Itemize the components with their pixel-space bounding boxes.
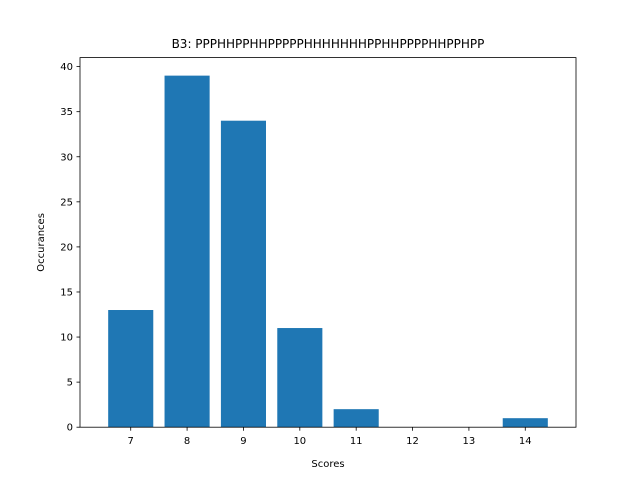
y-tick-label: 25 <box>60 197 73 208</box>
x-tick-label: 13 <box>463 436 476 447</box>
y-axis-ticks: 0 5 10 15 20 25 30 35 40 <box>60 62 80 434</box>
x-tick-label: 7 <box>128 436 134 447</box>
x-tick-label: 12 <box>406 436 419 447</box>
y-tick-label: 0 <box>67 423 73 434</box>
y-axis-title: Occurances <box>36 213 47 272</box>
y-tick-label: 15 <box>60 287 73 298</box>
y-tick-label: 20 <box>60 242 73 253</box>
y-tick-label: 35 <box>60 107 73 118</box>
y-tick-label: 30 <box>60 152 73 163</box>
x-tick-label: 10 <box>293 436 306 447</box>
x-tick-label: 14 <box>519 436 532 447</box>
x-tick-label: 8 <box>184 436 190 447</box>
y-tick-label: 40 <box>60 62 73 73</box>
chart-title: B3: PPPHHPPHHPPPPPHHHHHHHPPHHPPPPHHPPHPP <box>172 37 485 51</box>
bar-score-14 <box>502 418 548 428</box>
x-tick-label: 11 <box>350 436 363 447</box>
y-tick-label: 5 <box>67 378 73 389</box>
y-tick-label: 10 <box>60 333 73 344</box>
bar-score-7 <box>108 310 154 428</box>
bars-group <box>108 75 548 428</box>
x-axis-title: Scores <box>311 459 344 470</box>
plot-frame <box>79 57 577 428</box>
bar-score-8 <box>164 75 210 428</box>
bar-score-10 <box>277 328 323 428</box>
bar-score-11 <box>333 409 379 428</box>
bar-score-9 <box>220 120 266 428</box>
x-axis-ticks: 7 8 9 10 11 12 13 14 <box>128 427 532 447</box>
x-tick-label: 9 <box>240 436 246 447</box>
